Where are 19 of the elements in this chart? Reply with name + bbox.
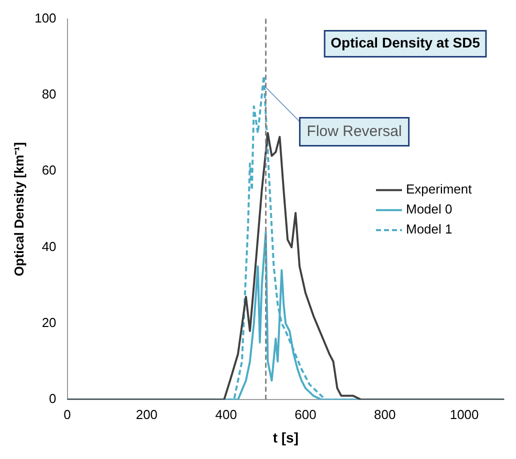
x-tick-label: 1000 xyxy=(450,406,479,422)
legend-label: Experiment xyxy=(406,182,472,197)
y-tick-label: 40 xyxy=(42,238,56,254)
y-tick-label: 60 xyxy=(42,162,56,178)
legend-label: Model 1 xyxy=(406,222,452,237)
y-tick-label: 20 xyxy=(42,315,56,330)
y-axis-title: Optical Density [km⁻¹] xyxy=(11,142,26,276)
y-tick-label: 80 xyxy=(42,86,56,102)
y-tick-label: 0 xyxy=(49,391,56,406)
x-tick-label: 400 xyxy=(215,406,237,422)
x-axis-title: t [s] xyxy=(272,429,298,446)
x-tick-label: 200 xyxy=(136,406,158,422)
legend-label: Model 0 xyxy=(406,202,452,217)
x-tick-label: 800 xyxy=(374,406,396,422)
text: Optical Density at SD5 xyxy=(330,34,480,51)
annotation: Flow Reversal xyxy=(306,122,402,140)
y-tick-label: 100 xyxy=(34,10,56,26)
x-tick-label: 0 xyxy=(64,406,71,422)
x-tick-label: 600 xyxy=(294,406,316,422)
